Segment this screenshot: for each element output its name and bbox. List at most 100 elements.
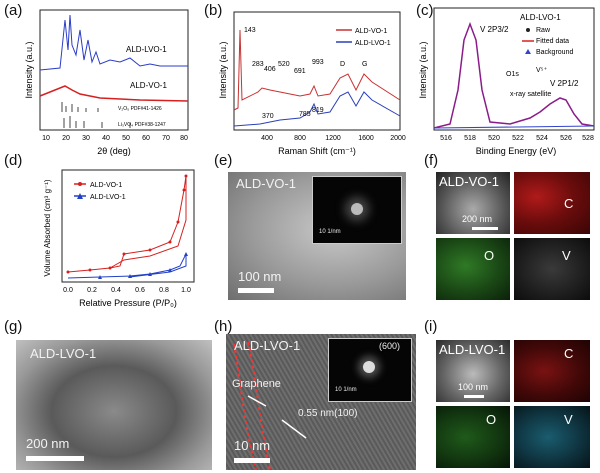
panel-a-series-vo bbox=[39, 85, 189, 102]
panel-b-peak-label: 691 bbox=[294, 68, 306, 75]
panel-f-map-c: C bbox=[514, 172, 590, 234]
panel-h-graphene-line2 bbox=[247, 341, 271, 470]
panel-b-xtick: 1600 bbox=[358, 135, 374, 142]
panel-f-letter: (f) bbox=[424, 152, 439, 169]
panel-e-saed-inset: 10 1/nm bbox=[312, 176, 402, 244]
panel-a-label-mid: ALD-VO-1 bbox=[130, 81, 167, 90]
panel-d-legend-vo: ALD-VO-1 bbox=[90, 182, 122, 189]
panel-b-xtick: 1200 bbox=[325, 135, 341, 142]
panel-c-xtick: 524 bbox=[536, 135, 548, 142]
panel-g-scalebar-label: 200 nm bbox=[26, 436, 70, 451]
panel-c-xtick: 528 bbox=[582, 135, 594, 142]
panel-e-scalebar bbox=[238, 288, 274, 293]
panel-c-legend-fit: Fitted data bbox=[536, 38, 569, 45]
panel-d-xtick: 0.8 bbox=[159, 287, 169, 294]
panel-e-label: ALD-VO-1 bbox=[236, 176, 296, 191]
panel-b-peak-label: 819 bbox=[312, 107, 324, 114]
panel-b-xtick: 2000 bbox=[390, 135, 406, 142]
panel-d-series-vo bbox=[67, 175, 187, 273]
panel-h-saed-inset: (600) 10 1/nm bbox=[328, 338, 412, 402]
panel-g-letter: (g) bbox=[4, 318, 23, 335]
panel-d-vo-markers bbox=[66, 174, 188, 274]
panel-d-letter: (d) bbox=[4, 152, 23, 169]
panel-h-saed-plane: (600) bbox=[379, 341, 401, 351]
panel-h-graphene-label: Graphene bbox=[232, 378, 281, 390]
panel-d-xtick: 0.4 bbox=[111, 287, 121, 294]
panel-g-image: ALD-LVO-1 200 nm bbox=[16, 340, 212, 470]
panel-g-label: ALD-LVO-1 bbox=[30, 346, 97, 361]
panel-b-peak-label: 283 bbox=[252, 61, 264, 68]
panel-i-letter: (i) bbox=[424, 318, 438, 335]
panel-b-peak-label: G bbox=[362, 61, 367, 68]
panel-b-xticks: 400 800 1200 1600 2000 bbox=[261, 135, 406, 142]
panel-c-xtick: 516 bbox=[440, 135, 452, 142]
panel-d-xticks: 0.0 0.2 0.4 0.6 0.8 1.0 bbox=[63, 287, 191, 294]
panel-c-xlabel: Binding Energy (eV) bbox=[476, 146, 557, 156]
panel-b-peak-label: 993 bbox=[312, 59, 324, 66]
panel-i-map-o-label: O bbox=[486, 412, 497, 427]
panel-c-title: ALD-LVO-1 bbox=[520, 13, 561, 22]
panel-b-peak-label: 785 bbox=[299, 111, 311, 118]
panel-d-xtick: 0.2 bbox=[87, 287, 97, 294]
panel-i-map-v-label: V bbox=[564, 412, 573, 427]
panel-c-peak2: V 2P1/2 bbox=[550, 79, 579, 88]
panel-c-legend-bg: Background bbox=[536, 49, 573, 56]
panel-d-xtick: 0.0 bbox=[63, 287, 73, 294]
panel-c-xticks: 516 518 520 522 524 526 528 bbox=[440, 135, 594, 142]
panel-h-lattice-mark bbox=[281, 419, 307, 439]
panel-g-scalebar bbox=[26, 456, 84, 461]
panel-a-xtick: 40 bbox=[102, 135, 110, 142]
panel-h-scalebar-label: 10 nm bbox=[234, 438, 271, 453]
panel-i-scalebar-label: 100 nm bbox=[458, 382, 489, 392]
panel-i-sem: ALD-LVO-1 100 nm bbox=[436, 340, 510, 402]
panel-e-letter: (e) bbox=[214, 152, 233, 169]
panel-a-xtick: 20 bbox=[62, 135, 70, 142]
panel-a-ylabel: Intensity (a.u.) bbox=[24, 41, 34, 98]
panel-b-peak-label: D bbox=[340, 61, 345, 68]
panel-d-lvo-markers bbox=[98, 252, 188, 279]
panel-c-series-bg bbox=[433, 125, 595, 129]
panel-a-ref2-sticks bbox=[63, 116, 131, 128]
panel-f-map-o: O bbox=[436, 238, 510, 300]
panel-d-xtick: 1.0 bbox=[181, 287, 191, 294]
panel-b-xtick: 400 bbox=[261, 135, 273, 142]
panel-b-ylabel: Intensity (a.u.) bbox=[218, 41, 228, 98]
panel-a-xtick: 60 bbox=[142, 135, 150, 142]
panel-h-overlay bbox=[233, 341, 307, 470]
panel-a-series-lvo bbox=[39, 14, 188, 71]
panel-a-xtick: 70 bbox=[162, 135, 170, 142]
panel-h-image: ALD-LVO-1 Graphene 0.55 nm(100) (600) 10… bbox=[226, 334, 416, 470]
panel-h-scalebar bbox=[234, 458, 270, 463]
panel-a-ref1: V₂O₅ PDF#41-1426 bbox=[118, 106, 162, 112]
panel-b-letter: (b) bbox=[204, 2, 223, 19]
panel-c-series-fit bbox=[433, 21, 595, 129]
panel-h-saed-spot bbox=[363, 361, 375, 373]
panel-b-legend-vo: ALD-VO-1 bbox=[355, 28, 387, 35]
panel-c-legend-raw: Raw bbox=[536, 27, 551, 34]
panel-e-image: ALD-VO-1 10 1/nm 100 nm bbox=[228, 172, 406, 300]
panel-b-peak-label: 143 bbox=[244, 27, 256, 34]
panel-c-legend-raw-marker bbox=[526, 28, 530, 32]
panel-a-xtick: 10 bbox=[42, 135, 50, 142]
panel-f-scalebar-label: 200 nm bbox=[462, 214, 493, 224]
panel-b-peak-label: 406 bbox=[264, 66, 276, 73]
panel-i-label: ALD-LVO-1 bbox=[439, 342, 506, 357]
panel-f-map-c-label: C bbox=[564, 196, 574, 211]
panel-c-ylabel: Intensity (a.u.) bbox=[418, 41, 428, 98]
panel-h-letter: (h) bbox=[214, 318, 233, 335]
panel-c-xtick: 520 bbox=[488, 135, 500, 142]
panel-c-peak1: V 2P3/2 bbox=[480, 25, 509, 34]
panel-c-chart: V 2P3/2 V 2P1/2 ALD-LVO-1 Raw Fitted dat… bbox=[418, 7, 595, 156]
panel-b-series-vo bbox=[233, 29, 401, 111]
panel-c-xtick: 522 bbox=[512, 135, 524, 142]
panel-a-chart: ALD-LVO-1 ALD-VO-1 V₂O₅ PDF#41-1426 Li₃V… bbox=[24, 9, 189, 156]
panel-c-annot-o1s: O1s bbox=[506, 71, 519, 78]
panel-a-xtick: 30 bbox=[82, 135, 90, 142]
panel-b-xtick: 800 bbox=[294, 135, 306, 142]
panel-i-map-c: C bbox=[514, 340, 590, 402]
panel-c-legend-bg-marker bbox=[525, 49, 531, 54]
panel-b-peak-label: 520 bbox=[278, 61, 290, 68]
panel-a-ref1-sticks bbox=[61, 102, 99, 112]
panel-f-sem: ALD-VO-1 200 nm bbox=[436, 172, 510, 234]
